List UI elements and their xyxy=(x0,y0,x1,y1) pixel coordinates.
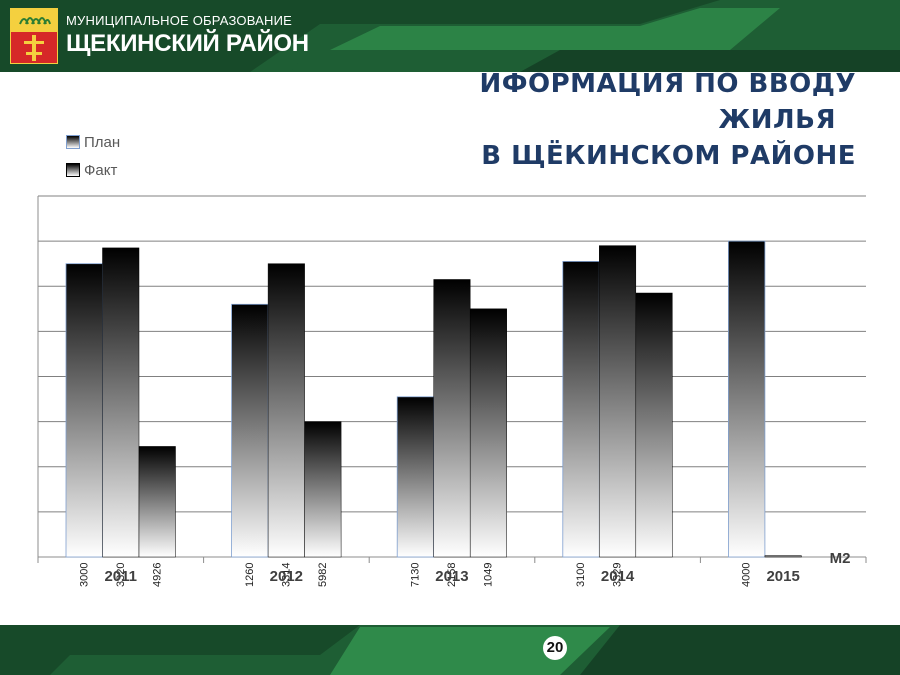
org-subtitle: МУНИЦИПАЛЬНОЕ ОБРАЗОВАНИЕ xyxy=(66,13,293,28)
chart-legend: План Факт xyxy=(66,128,120,184)
chart-bar xyxy=(102,247,140,558)
chart-bar xyxy=(396,396,435,558)
bar-value-label: 3100 xyxy=(575,563,587,587)
chart-bars xyxy=(65,240,802,558)
bar-value-label: 3329 xyxy=(612,563,624,587)
chart-bar xyxy=(635,292,673,558)
chart-bar xyxy=(138,446,176,558)
slide-title-line2: ЖИЛЬЯ xyxy=(718,105,836,135)
header-band xyxy=(0,0,900,72)
x-tick-label: 2014 xyxy=(601,568,635,585)
bar-value-label: 1260 xyxy=(244,563,256,587)
bar-value-label: 1049 xyxy=(482,563,494,587)
legend-item-fact: Факт xyxy=(66,156,120,184)
legend-swatch-fact xyxy=(66,163,80,177)
bar-value-label: 4000 xyxy=(741,563,753,587)
bar-value-label: 5982 xyxy=(317,563,329,587)
bar-value-label: 3000 xyxy=(78,563,90,587)
chart-bar xyxy=(728,240,766,558)
bar-value-label: 3314 xyxy=(280,563,292,587)
chart-bar xyxy=(65,263,103,558)
unit-label: М2 xyxy=(830,550,851,567)
chart-bar xyxy=(469,308,507,558)
x-tick-label: 2011 xyxy=(104,568,137,585)
chart-bar xyxy=(267,263,305,558)
bar-value-label: 4926 xyxy=(151,563,163,587)
x-tick-label: 2012 xyxy=(270,568,303,585)
bar-value-label: 3320 xyxy=(115,563,127,587)
slide-title-line3: В ЩЁКИНСКОМ РАЙОНЕ xyxy=(481,141,856,171)
footer-band xyxy=(0,625,900,675)
legend-swatch-plan xyxy=(66,135,80,149)
slide-title-line1: ИФОРМАЦИЯ ПО ВВОДУ xyxy=(479,69,856,99)
x-tick-label: 2013 xyxy=(435,568,468,585)
chart-bar xyxy=(599,245,637,558)
org-name: ЩЕКИНСКИЙ РАЙОН xyxy=(66,30,309,57)
chart-bar xyxy=(764,555,802,558)
coat-of-arms-emblem xyxy=(10,8,58,64)
legend-label-fact: Факт xyxy=(84,161,118,179)
page-number: 20 xyxy=(543,636,567,660)
chart-bar xyxy=(562,261,600,558)
chart-bar xyxy=(231,303,269,558)
slide-title: ИФОРМАЦИЯ ПО ВВОДУ ЖИЛЬЯ В ЩЁКИНСКОМ РАЙ… xyxy=(376,66,856,174)
bar-value-label: 2158 xyxy=(446,563,458,587)
chart-labels: 3000 3320 4926 2011 1260 3314 5982 2012 7130 2158… xyxy=(78,550,850,587)
housing-bar-chart: 3000 3320 4926 2011 1260 3314 5982 2012 7130 2158… xyxy=(37,195,867,587)
legend-item-plan: План xyxy=(66,128,120,156)
bar-value-label: 7130 xyxy=(409,563,421,587)
chart-bar xyxy=(433,279,471,558)
chart-bar xyxy=(304,421,342,558)
legend-label-plan: План xyxy=(84,133,121,151)
x-tick-label: 2015 xyxy=(766,568,799,585)
